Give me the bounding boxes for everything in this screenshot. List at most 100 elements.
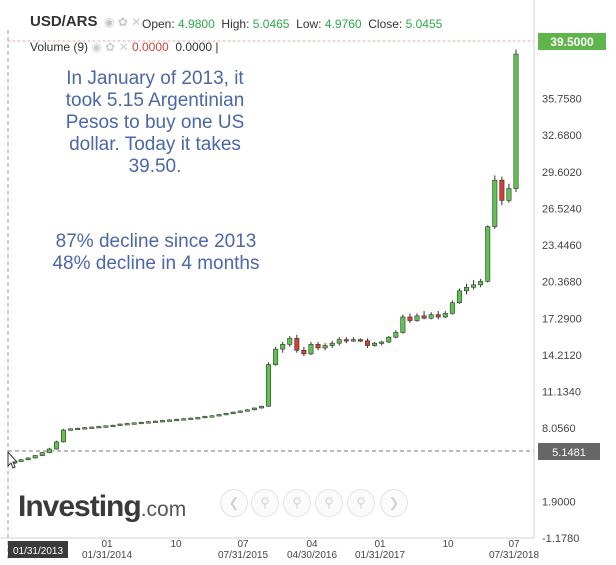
candle[interactable] (506, 183, 512, 203)
candle-body (350, 339, 356, 342)
close-value: 5.0455 (405, 17, 443, 31)
candle[interactable] (478, 278, 484, 288)
y-tick-label: 26.5240 (542, 203, 582, 215)
candle[interactable] (393, 330, 399, 339)
candle[interactable] (96, 425, 102, 429)
candle[interactable] (110, 424, 116, 428)
candle[interactable] (181, 418, 187, 421)
candle[interactable] (513, 49, 519, 193)
candle[interactable] (251, 407, 257, 411)
candle[interactable] (195, 416, 201, 420)
candle[interactable] (258, 405, 264, 409)
candle[interactable] (400, 314, 406, 334)
candle[interactable] (25, 457, 31, 461)
candle-body (287, 338, 293, 345)
candle[interactable] (357, 338, 363, 342)
candle[interactable] (237, 410, 243, 413)
candle-body (181, 418, 187, 421)
x-date-label: 01/31/2017 (355, 550, 405, 561)
candle[interactable] (188, 417, 194, 420)
candle[interactable] (32, 454, 38, 459)
crosshair-price-text: 5.1481 (552, 447, 586, 459)
candle[interactable] (18, 459, 24, 463)
candle[interactable] (379, 340, 385, 346)
candle[interactable] (499, 176, 505, 206)
candle[interactable] (266, 362, 272, 407)
candle[interactable] (301, 346, 307, 357)
candle-body (357, 339, 363, 342)
candle[interactable] (386, 336, 392, 344)
candle-body (110, 424, 116, 428)
candle[interactable] (280, 341, 286, 353)
candle[interactable] (152, 420, 158, 423)
candle[interactable] (414, 313, 420, 322)
candle[interactable] (464, 283, 469, 295)
candle[interactable] (471, 280, 477, 290)
scroll-right-button[interactable]: ❯ (380, 489, 408, 517)
candle[interactable] (485, 225, 491, 283)
candle[interactable] (174, 418, 180, 422)
candle[interactable] (350, 337, 356, 342)
candle[interactable] (75, 427, 81, 431)
candle[interactable] (336, 337, 342, 346)
candle[interactable] (230, 411, 236, 414)
zoom-in-icon[interactable]: ⚲ (283, 489, 311, 517)
candle[interactable] (294, 334, 300, 353)
candle[interactable] (407, 313, 413, 323)
candle[interactable] (428, 312, 434, 320)
candle[interactable] (329, 340, 335, 348)
zoom-fit-icon[interactable]: ⚲ (347, 489, 375, 517)
y-tick-label: -1.1780 (542, 533, 579, 545)
candle[interactable] (449, 300, 455, 315)
candle[interactable] (315, 341, 321, 351)
zoom-reset-icon[interactable]: ⚲ (315, 489, 343, 517)
candle[interactable] (209, 415, 215, 418)
eye-icon[interactable]: ◉ ✿ ✕ (104, 15, 142, 29)
candle[interactable] (492, 175, 498, 229)
candle-body (499, 179, 505, 201)
candle[interactable] (53, 440, 59, 450)
candle[interactable] (322, 343, 328, 351)
candle[interactable] (103, 425, 109, 428)
candle[interactable] (61, 428, 66, 443)
candle[interactable] (167, 419, 173, 422)
candle[interactable] (117, 423, 123, 426)
candle[interactable] (89, 426, 95, 429)
candle[interactable] (343, 337, 349, 344)
volume-icons[interactable]: ◉ ✿ ✕ (91, 40, 129, 54)
candle[interactable] (435, 311, 441, 320)
candle[interactable] (442, 311, 448, 319)
candle[interactable] (138, 421, 144, 425)
candle[interactable] (273, 346, 279, 366)
candle[interactable] (365, 338, 371, 348)
candle-body (131, 422, 137, 425)
candle[interactable] (216, 413, 222, 417)
y-tick-label: 23.4460 (542, 240, 582, 252)
scroll-left-button[interactable]: ❮ (220, 489, 248, 517)
candle[interactable] (287, 336, 293, 347)
candle[interactable] (421, 311, 427, 320)
candle[interactable] (244, 409, 250, 412)
candle[interactable] (159, 419, 165, 423)
candle[interactable] (68, 428, 74, 431)
candle[interactable] (39, 452, 45, 457)
candle[interactable] (131, 422, 137, 425)
candle[interactable] (124, 422, 130, 426)
y-tick-label: 20.3680 (542, 277, 582, 289)
candle[interactable] (46, 447, 52, 454)
candle-body (442, 313, 448, 318)
zoom-out-icon[interactable]: ⚲ (251, 489, 279, 517)
candle[interactable] (372, 341, 378, 347)
candle-body (138, 421, 144, 425)
candle[interactable] (223, 412, 229, 416)
candle[interactable] (308, 341, 314, 356)
candle-body (18, 459, 24, 462)
candle[interactable] (145, 421, 151, 424)
volume-value-2: 0.0000 (175, 40, 213, 54)
candle[interactable] (82, 427, 88, 430)
candle[interactable] (202, 415, 208, 419)
candle[interactable] (456, 288, 462, 304)
annotation-line-4: dollar. Today it takes (69, 134, 241, 155)
candle-body (485, 226, 491, 282)
